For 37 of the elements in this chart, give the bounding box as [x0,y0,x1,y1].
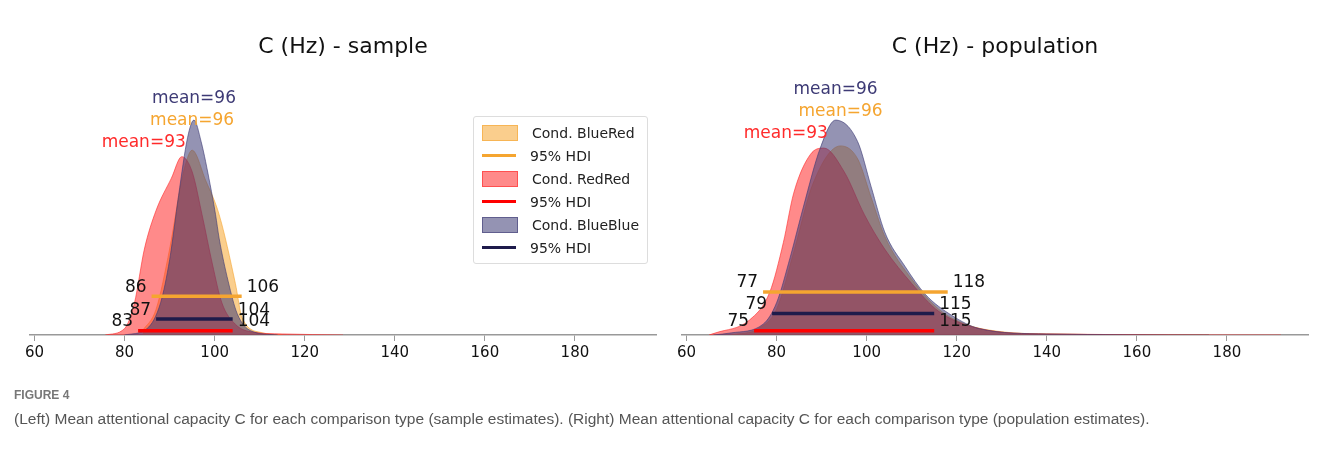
text: mean=96 [151,87,236,108]
legend-label: 95% HDI [530,239,592,256]
x-tick-label: 140 [1032,342,1062,361]
x-tick-label: 120 [290,342,320,361]
legend-label: 95% HDI [530,193,592,210]
annotation: 86 [124,275,147,296]
x-tick-label: 100 [852,342,881,361]
x-tick-label: 140 [380,342,410,361]
x-tick-label: 80 [767,342,787,361]
x-tick-label: 160 [1122,342,1152,361]
x-tick-label: 100 [200,342,229,361]
annotation: mean=93 [743,122,828,143]
chart-title: C (Hz) - sample [258,32,428,58]
x-tick-label: 180 [1212,342,1242,361]
legend-label: 95% HDI [530,147,592,164]
x-tick-label: 160 [470,342,500,361]
legend-label: Cond. RedRed [532,170,631,187]
x-tick-label: 120 [942,342,972,361]
legend-label: Cond. BlueRed [532,124,635,141]
x-tick-label: 60 [676,342,697,361]
annotation: mean=96 [150,109,235,130]
text: mean=96 [793,78,878,99]
annotation: 115 [939,292,972,313]
annotation: 79 [745,292,768,313]
annotation: 106 [246,275,280,296]
legend-label: Cond. BlueBlue [532,216,639,233]
annotation: mean=93 [101,131,186,152]
x-tick-label: 80 [115,342,135,361]
text: (Left) Mean attentional capacity C for each comparison type (sample estimates). (Right) Mean attentional capacity C for each comparison type (population estimates). [14,409,1151,429]
annotation: mean=96 [798,100,883,121]
annotation: 118 [952,271,986,292]
x-tick-label: 60 [24,342,45,361]
caption: FIGURE 4 [14,387,71,404]
chart-title: C (Hz) - population [891,32,1099,58]
annotation: 75 [727,310,750,331]
x-tick-label: 180 [560,342,590,361]
annotation: 77 [736,271,759,292]
